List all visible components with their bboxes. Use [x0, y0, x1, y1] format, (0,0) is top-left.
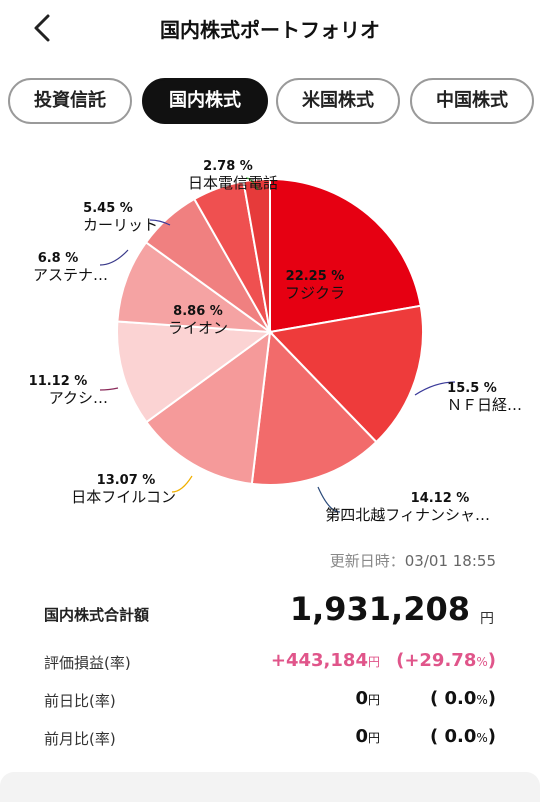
updated-value: 03/01 18:55	[404, 552, 496, 570]
pie-chart-svg: 22.25 %フジクラ 15.5 %ＮＦ日経… 14.12 %第四北越フィナンシャ……	[29, 159, 522, 524]
slice-name-label: フジクラ	[285, 284, 345, 302]
leader-line	[171, 475, 193, 493]
tab-investment-trust[interactable]: 投資信託	[8, 78, 132, 124]
tab-domestic-stocks[interactable]: 国内株式	[142, 78, 268, 124]
row-rate: ( 0.0%)	[429, 688, 496, 709]
pie-slice[interactable]	[242, 177, 271, 333]
pie-slice[interactable]	[267, 304, 424, 444]
slice-name-label: カーリット	[83, 216, 158, 234]
page-title: 国内株式ポートフォリオ	[160, 18, 380, 42]
row-label: 評価損益(率)	[44, 654, 131, 672]
leader-line	[99, 249, 129, 266]
slice-percent-label: 14.12 %	[411, 491, 470, 506]
updated-time: 更新日時：03/01 18:55	[330, 550, 496, 571]
slice-name-label: アクシ…	[49, 389, 108, 407]
row-value: 0円	[355, 688, 380, 709]
slice-percent-label: 8.86 %	[173, 304, 223, 319]
pie-slice[interactable]	[250, 329, 378, 486]
tab-china-stocks[interactable]: 中国株式	[410, 78, 534, 124]
slice-percent-label: 22.25 %	[286, 269, 345, 284]
slice-percent-label: 13.07 %	[97, 473, 156, 488]
row-day-change: 前日比(率) 0円 ( 0.0%)	[0, 686, 540, 716]
slice-name-label: ライオン	[168, 319, 228, 337]
slice-percent-label: 15.5 %	[447, 381, 497, 396]
slice-name-label: ＮＦ日経…	[447, 396, 522, 414]
slice-percent-label: 5.45 %	[83, 201, 133, 216]
total-value: 1,931,208	[289, 590, 470, 628]
header: 国内株式ポートフォリオ	[0, 0, 540, 60]
back-button[interactable]	[24, 8, 64, 48]
pie-slice[interactable]	[144, 329, 272, 486]
row-month-change: 前月比(率) 0円 ( 0.0%)	[0, 724, 540, 754]
portfolio-pie-chart: 22.25 % フジクラ 15.5 % ＮＦ日経… 14.12 % 第四北越フィナンシャ……	[0, 140, 540, 540]
tab-us-stocks[interactable]: 米国株式	[276, 78, 400, 124]
pie-slice[interactable]	[116, 240, 274, 334]
total-yen-unit: 円	[480, 611, 494, 627]
row-rate: ( 0.0%)	[429, 726, 496, 747]
slice-name-label: 第四北越フィナンシャ…	[325, 506, 490, 524]
row-label: 前日比(率)	[44, 692, 116, 710]
row-value: +443,184円	[270, 650, 380, 671]
slice-percent-label: 11.12 %	[29, 374, 88, 389]
row-label: 前月比(率)	[44, 730, 116, 748]
updated-label: 更新日時：	[329, 552, 405, 570]
chevron-left-icon	[34, 14, 50, 42]
slice-percent-label: 6.8 %	[38, 251, 79, 266]
bottom-card	[0, 772, 540, 802]
leader-line	[245, 177, 259, 191]
pie-slice[interactable]	[269, 177, 422, 334]
leader-line	[149, 219, 171, 226]
slice-name-label: 日本フイルコン	[71, 488, 176, 506]
leader-line	[317, 486, 341, 513]
row-unrealized-pnl: 評価損益(率) +443,184円 (+29.78%)	[0, 648, 540, 678]
total-label: 国内株式合計額	[44, 606, 150, 624]
slice-name-label: 日本電信電話	[188, 174, 278, 192]
row-rate: (+29.78%)	[396, 650, 496, 671]
pie-slice[interactable]	[116, 320, 273, 424]
leader-line	[99, 387, 119, 391]
row-value: 0円	[355, 726, 380, 747]
slice-name-label: アステナ…	[33, 266, 108, 284]
leader-line	[414, 381, 456, 396]
tab-bar: 投資信託 国内株式 米国株式 中国株式	[8, 78, 538, 126]
slice-percent-label: 2.78 %	[203, 159, 253, 174]
